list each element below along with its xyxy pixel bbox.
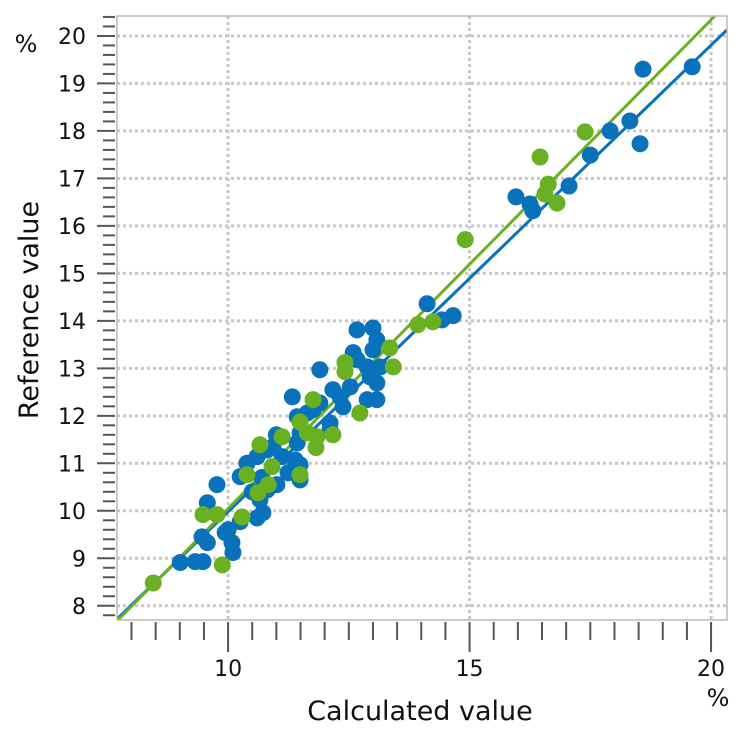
y-tick-label: 19 [58, 72, 86, 97]
data-point [581, 146, 599, 164]
data-point [198, 534, 216, 552]
data-point [409, 316, 427, 334]
x-tick-label: 20 [697, 657, 725, 682]
y-tick-label: 18 [58, 120, 86, 145]
data-point [336, 363, 354, 381]
data-point [524, 202, 542, 220]
plot-frame [116, 15, 728, 621]
y-tick-label: 16 [58, 215, 86, 240]
data-point [351, 404, 369, 422]
data-point [634, 60, 652, 78]
x-tick-label: 10 [214, 657, 242, 682]
data-point [144, 574, 162, 592]
y-tick-label: 10 [58, 500, 86, 525]
data-point [418, 295, 436, 313]
data-point [304, 391, 322, 409]
data-point [531, 148, 549, 166]
data-point [364, 319, 382, 337]
data-point [249, 484, 267, 502]
data-point [368, 391, 386, 409]
x-axis-unit: % [707, 684, 730, 712]
data-point [224, 544, 242, 562]
data-point [251, 436, 269, 454]
data-point [348, 321, 366, 339]
data-point [291, 466, 309, 484]
y-tick-label: 13 [58, 357, 86, 382]
data-point [194, 553, 212, 571]
data-point [238, 466, 256, 484]
data-point [254, 504, 272, 522]
y-tick-label: 8 [72, 595, 86, 620]
data-point [194, 506, 212, 524]
data-point [601, 122, 619, 140]
y-tick-label: 15 [58, 262, 86, 287]
data-point [311, 361, 329, 379]
x-tick-label: 15 [456, 657, 484, 682]
data-point [334, 398, 352, 416]
data-point [536, 185, 554, 203]
data-point [621, 112, 639, 130]
data-point [233, 508, 251, 526]
data-point [424, 313, 442, 331]
y-tick-label: 20 [58, 25, 86, 50]
data-point [384, 358, 402, 376]
data-point [341, 378, 359, 396]
data-point [507, 188, 525, 206]
data-point [171, 554, 189, 572]
data-point [208, 476, 226, 494]
y-tick-label: 14 [58, 310, 86, 335]
data-point [631, 135, 649, 153]
data-point [307, 439, 325, 457]
y-tick-label: 9 [72, 547, 86, 572]
y-axis-unit: % [15, 30, 38, 58]
tick-labels: 10 15 20 8 9 10 11 12 13 14 15 16 17 18 19 20 [58, 25, 725, 682]
data-point [371, 358, 389, 376]
data-point [324, 426, 342, 444]
y-tick-label: 12 [58, 405, 86, 430]
data-point [368, 374, 386, 392]
y-tick-label: 11 [58, 452, 86, 477]
data-point [263, 458, 281, 476]
data-point [283, 388, 301, 406]
y-axis-title: Reference value [14, 201, 45, 419]
data-point [548, 194, 566, 212]
axis-ticks [97, 15, 713, 652]
data-point [560, 177, 578, 195]
data-point [683, 58, 701, 76]
data-point [213, 556, 231, 574]
data-point [273, 428, 291, 446]
data-point [219, 521, 237, 539]
grid [117, 16, 727, 620]
data-point [576, 123, 594, 141]
data-point [381, 339, 399, 357]
data-point [208, 506, 226, 524]
x-axis-title: Calculated value [307, 696, 533, 727]
y-tick-label: 17 [58, 167, 86, 192]
data-points [144, 58, 701, 592]
data-point [456, 231, 474, 249]
